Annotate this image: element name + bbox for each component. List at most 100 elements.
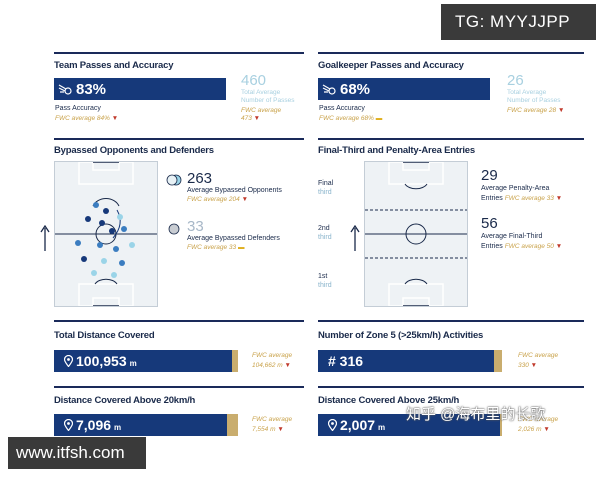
bypassed-opponents-value: 263 <box>187 170 213 187</box>
player-dot <box>117 214 123 220</box>
defenders-legend-icon <box>168 222 180 235</box>
dist20-unit: m <box>114 422 122 432</box>
attack-direction-arrow <box>350 224 360 251</box>
zone5-bar: # 316 <box>318 350 494 372</box>
pitch-final-third <box>364 161 468 307</box>
distance-value: 100,953 <box>76 353 127 369</box>
penalty-entries-label-1: Average Penalty-Area <box>481 185 550 192</box>
dist20-fwc-value: 7,554 m ▼ <box>252 426 284 433</box>
final-third-entries-label-2-text: Entries <box>481 243 503 250</box>
team-passes-bar: 83% <box>54 78 226 100</box>
dist20-fwc-label: FWC average <box>252 416 293 423</box>
gk-pass-accuracy-value: 68% <box>340 80 371 98</box>
watermark-zh: 知乎 @海布里的长歌 <box>406 406 546 423</box>
team-total-passes-value: 460 <box>241 72 267 89</box>
section-rule <box>318 52 584 54</box>
player-dot <box>119 260 125 266</box>
gk-passes-title: Goalkeeper Passes and Accuracy <box>318 60 464 71</box>
final-third-title: Final-Third and Penalty-Area Entries <box>318 145 475 156</box>
team-pass-fwc-avg: FWC average 84% ▼ <box>55 115 119 122</box>
watermark-top: TG: MYYJJPP <box>441 4 596 40</box>
section-rule <box>54 138 304 140</box>
location-pin-icon <box>64 419 73 431</box>
gk-passes-bar: 68% <box>318 78 490 100</box>
penalty-entries-value: 29 <box>481 167 498 184</box>
player-dot <box>121 226 127 232</box>
final-third-entries-label-1: Average Final-Third <box>481 233 543 240</box>
dist25-unit: m <box>378 422 386 432</box>
team-pass-accuracy-label: Pass Accuracy <box>55 105 101 112</box>
gk-pass-accuracy-label: Pass Accuracy <box>319 105 365 112</box>
dist25-value: 2,007 <box>340 417 376 433</box>
location-pin-icon <box>64 355 73 367</box>
penalty-entries-fwc: FWC average 33 ▼ <box>504 195 563 202</box>
zone5-fwc-value: 330 ▼ <box>518 362 538 369</box>
player-dot <box>101 258 107 264</box>
zone5-value: # 316 <box>328 353 364 369</box>
player-dot <box>109 228 115 234</box>
section-rule <box>54 386 304 388</box>
team-passes-title: Team Passes and Accuracy <box>54 60 174 71</box>
final-third-entries-label-2: Entries FWC average 50 ▼ <box>481 243 562 250</box>
section-rule <box>318 386 584 388</box>
section-rule <box>318 320 584 322</box>
distance-fwc-value: 104,662 m ▼ <box>252 362 291 369</box>
section-rule <box>54 320 304 322</box>
bypassed-opponents-label: Average Bypassed Opponents <box>187 187 282 194</box>
player-dot <box>111 272 117 278</box>
gk-pass-fwc-avg: FWC average 68% ▬ <box>319 115 383 122</box>
zone5-fwc-label: FWC average <box>518 352 559 359</box>
distance-title: Total Distance Covered <box>54 330 155 341</box>
passes-icon <box>54 78 76 100</box>
watermark-bottom: www.itfsh.com <box>8 437 146 469</box>
player-dot <box>91 270 97 276</box>
gk-total-fwc: FWC average 28 ▼ <box>507 107 565 114</box>
final-third-entries-fwc: FWC average 50 ▼ <box>504 243 563 250</box>
bypassed-defenders-value: 33 <box>187 218 204 235</box>
passes-icon <box>318 78 340 100</box>
player-dot <box>103 208 109 214</box>
dist20-value: 7,096 <box>76 417 112 433</box>
bypassed-title: Bypassed Opponents and Defenders <box>54 145 214 156</box>
opponents-legend-icon <box>166 173 182 186</box>
pitch-bypassed <box>54 161 158 307</box>
attack-direction-arrow <box>40 224 50 251</box>
dist25-fwc-value: 2,026 m ▼ <box>518 426 550 433</box>
team-pass-accuracy-value: 83% <box>76 80 107 98</box>
bypassed-defenders-label: Average Bypassed Defenders <box>187 235 280 242</box>
distance-bar: 100,953 m <box>54 350 232 372</box>
team-total-passes-label-2: Number of Passes <box>241 97 295 104</box>
gk-total-passes-value: 26 <box>507 72 524 89</box>
player-dot <box>93 202 99 208</box>
dist25-fwc-label: FWC average <box>518 416 559 423</box>
team-total-fwc-label: FWC average <box>241 107 282 114</box>
gk-total-passes-label-1: Total Average <box>507 89 547 96</box>
distance-unit: m <box>129 358 137 368</box>
third-label-2nd: 2nd third <box>318 225 332 241</box>
player-dot <box>129 242 135 248</box>
dist20-bar: 7,096 m <box>54 414 227 436</box>
penalty-entries-label-2: Entries FWC average 33 ▼ <box>481 195 562 202</box>
zone5-title: Number of Zone 5 (>25km/h) Activities <box>318 330 484 341</box>
player-dot <box>113 246 119 252</box>
team-total-fwc-value: 473 ▼ <box>241 115 261 122</box>
section-rule <box>318 138 584 140</box>
player-dot <box>81 256 87 262</box>
third-label-1st: 1st third <box>318 273 332 289</box>
player-dot <box>97 242 103 248</box>
third-label-final: Final third <box>318 180 334 196</box>
dist25-title: Distance Covered Above 25km/h <box>318 395 460 406</box>
section-rule <box>54 52 304 54</box>
dist20-title: Distance Covered Above 20km/h <box>54 395 196 406</box>
player-dot <box>85 216 91 222</box>
team-total-passes-label-1: Total Average <box>241 89 281 96</box>
bypassed-opponents-fwc: FWC average 204 ▼ <box>187 196 248 203</box>
distance-fwc-label: FWC average <box>252 352 293 359</box>
player-dot <box>75 240 81 246</box>
dist25-bar: 2,007 m <box>318 414 500 436</box>
final-third-entries-value: 56 <box>481 215 498 232</box>
gk-total-passes-label-2: Number of Passes <box>507 97 561 104</box>
player-dot <box>99 220 105 226</box>
bypassed-defenders-fwc: FWC average 33 ▬ <box>187 244 245 251</box>
penalty-entries-label-2-text: Entries <box>481 195 503 202</box>
